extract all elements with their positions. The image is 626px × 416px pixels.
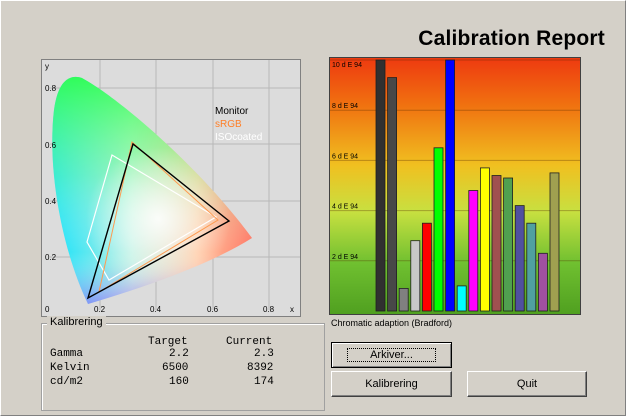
archive-button[interactable]: Arkiver... (331, 342, 452, 368)
bar (514, 205, 525, 312)
column-header-target: Target (148, 336, 188, 348)
y-tick-label: 6 d E 94 (332, 153, 358, 160)
x-tick-label: 0.2 (94, 305, 106, 314)
y-tick-labels: 2 d E 94 4 d E 94 6 d E 94 8 d E 94 10 d E 9… (332, 62, 362, 261)
page-title: Calibration Report (418, 27, 605, 50)
bar-series (375, 59, 560, 312)
row-label-gamma: Gamma (50, 348, 84, 360)
y-tick-label: 0 (45, 305, 50, 314)
cie-diagram: y x 0.8 0.6 0.4 0.2 0 0.2 0.4 0.6 0.8 Mo… (45, 60, 300, 314)
x-tick-label: 0.4 (150, 305, 162, 314)
bar (537, 252, 548, 312)
calibration-groupbox (41, 323, 325, 411)
bar (387, 77, 397, 312)
chart-caption: Chromatic adaption (Bradford) (331, 318, 453, 328)
row-label-luminance: cd/m2 (50, 376, 84, 388)
spectral-locus-fill (52, 76, 252, 304)
x-tick-label: 0.6 (207, 305, 219, 314)
y-tick-label: 0.8 (45, 84, 57, 93)
y-tick-label: 0.4 (45, 197, 57, 206)
bar (410, 240, 421, 312)
legend-isocoated: ISOcoated (215, 132, 262, 143)
isocoated-gamut (86, 154, 218, 281)
bar (468, 190, 479, 312)
y-tick-label: 0.2 (45, 253, 57, 262)
bar (491, 175, 502, 312)
archive-button-label: Arkiver... (347, 348, 436, 362)
groupbox-label: Kalibrering (47, 316, 106, 328)
y-tick-label: 2 d E 94 (332, 254, 358, 261)
bar (549, 172, 560, 312)
luminance-target-value: 160 (169, 376, 189, 388)
bar (445, 59, 455, 312)
bar (503, 177, 514, 312)
y-tick-label: 8 d E 94 (332, 103, 358, 110)
kelvin-target-value: 6500 (162, 362, 189, 374)
bar (456, 285, 467, 312)
quit-button[interactable]: Quit (467, 371, 587, 397)
bar (422, 222, 432, 312)
y-tick-label: 0.6 (45, 141, 57, 150)
calibrate-button[interactable]: Kalibrering (331, 371, 452, 397)
bar-chart-svg: 2 d E 94 4 d E 94 6 d E 94 8 d E 94 10 d E 9… (330, 58, 580, 314)
column-header-current: Current (226, 336, 273, 348)
cie-gamut-chart: y x 0.8 0.6 0.4 0.2 0 0.2 0.4 0.6 0.8 Mo… (41, 59, 301, 317)
bar (526, 222, 537, 312)
y-tick-label: 10 d E 94 (332, 62, 362, 69)
bar (433, 147, 444, 312)
kelvin-current-value: 8392 (247, 362, 274, 374)
gamma-target-value: 2.2 (169, 348, 189, 360)
monitor-gamut (86, 142, 231, 300)
bar (479, 167, 490, 312)
y-tick-label: 4 d E 94 (332, 204, 358, 211)
row-label-kelvin: Kelvin (50, 362, 90, 374)
srgb-gamut (98, 141, 219, 294)
legend-monitor: Monitor (215, 106, 249, 117)
bar (398, 287, 409, 312)
bar (375, 59, 386, 312)
x-axis-label: x (290, 305, 294, 314)
gamma-current-value: 2.3 (254, 348, 274, 360)
chart-gridlines (330, 59, 580, 262)
delta-e-bar-chart: 2 d E 94 4 d E 94 6 d E 94 8 d E 94 10 d E 9… (329, 57, 581, 315)
luminance-current-value: 174 (254, 376, 274, 388)
legend-srgb: sRGB (215, 119, 242, 130)
y-axis-label: y (45, 62, 49, 71)
x-tick-label: 0.8 (263, 305, 275, 314)
